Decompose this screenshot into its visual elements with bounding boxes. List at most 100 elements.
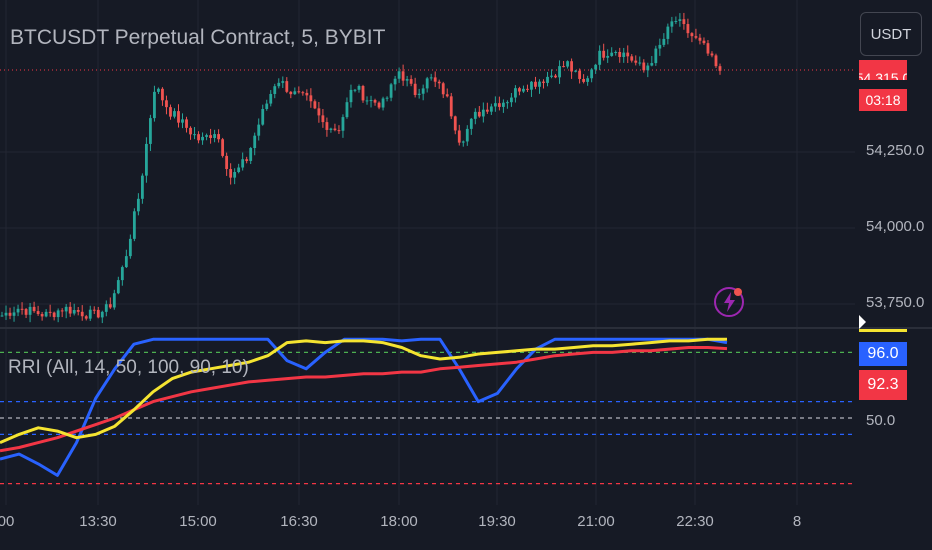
candle-body (469, 118, 473, 129)
x-tick: 18:00 (380, 513, 418, 530)
rri-indicator-label[interactable]: RRI (All, 14, 50, 100, 90, 10) (8, 357, 249, 378)
candle-body (221, 139, 225, 156)
currency-button[interactable]: USDT (860, 12, 922, 56)
candle-body (325, 122, 329, 130)
candle-body (393, 78, 397, 85)
candle-body (453, 116, 457, 131)
candle-body (674, 20, 678, 22)
candle-body (40, 314, 44, 317)
candle-body (506, 102, 509, 104)
candle-body (189, 127, 192, 135)
candle-body (145, 143, 148, 176)
candle-body (88, 309, 92, 319)
candle-body (161, 88, 164, 101)
candle-body (534, 81, 537, 87)
rri-blue-value-tag: 96.0 (859, 342, 907, 366)
chart-title: BTCUSDT Perpetual Contract, 5, BYBIT (10, 26, 386, 49)
candle-body (558, 66, 561, 78)
candle-body (554, 75, 557, 78)
candle-body (409, 79, 413, 84)
x-tick: 00 (0, 513, 15, 530)
candle-body (301, 92, 305, 94)
candle-body (289, 91, 293, 95)
candle-body (357, 85, 361, 90)
candle-body (233, 172, 237, 178)
grid-lines (0, 0, 932, 505)
candle-body (116, 280, 120, 294)
last-price-tag: 54,315.0 (859, 60, 907, 80)
candle-body (461, 141, 465, 143)
candle-body (68, 306, 72, 314)
candle-body (112, 293, 116, 308)
candle-body (108, 304, 112, 308)
candle-body (690, 33, 694, 37)
rri-line (0, 337, 727, 444)
x-tick: 22:30 (676, 513, 714, 530)
candle-body (457, 130, 461, 143)
candle-body (128, 238, 132, 257)
candle-body (570, 61, 573, 72)
candle-body (610, 52, 614, 56)
candle-body (658, 44, 662, 49)
x-tick: 15:00 (179, 513, 217, 530)
countdown-tag: 03:18 (859, 89, 907, 111)
candle-body (173, 111, 176, 117)
candle-body (317, 108, 321, 116)
candle-body (702, 40, 706, 44)
candle-body (526, 88, 529, 90)
candle-body (217, 134, 221, 140)
x-tick: 21:00 (577, 513, 615, 530)
candle-body (650, 63, 654, 66)
candle-body (229, 169, 233, 178)
lightning-alert-icon[interactable] (712, 283, 748, 319)
last-price-value: 54,315.0 (859, 70, 907, 80)
candle-body (493, 103, 497, 107)
candle-body (309, 95, 313, 102)
candle-body (682, 19, 686, 25)
candle-body (630, 56, 634, 61)
candle-body (52, 312, 56, 318)
candle-body (425, 78, 429, 89)
candle-body (185, 119, 188, 128)
candle-body (618, 51, 622, 57)
candle-body (670, 21, 674, 27)
candle-body (140, 175, 144, 199)
candle-body (698, 37, 702, 41)
candle-body (646, 65, 650, 71)
candle-body (48, 311, 52, 313)
candle-body (0, 315, 4, 317)
candle-body (373, 100, 377, 103)
candle-body (12, 312, 16, 316)
rri-red-value-tag: 92.3 (859, 370, 907, 400)
candle-body (530, 81, 533, 90)
candle-body (598, 50, 602, 65)
candle-body (606, 55, 610, 58)
candle-body (590, 69, 594, 79)
candle-body (92, 309, 96, 311)
candle-body (281, 81, 285, 83)
candle-body (477, 111, 481, 117)
candle-body (149, 118, 152, 144)
candle-body (485, 109, 489, 112)
candle-body (32, 306, 36, 312)
candle-body (104, 304, 108, 312)
candle-body (333, 128, 337, 131)
candle-body (245, 159, 249, 161)
candle-body (522, 88, 525, 92)
candle-body (574, 70, 577, 72)
candle-body (365, 100, 369, 102)
candle-body (136, 198, 140, 212)
rri-line (0, 337, 728, 477)
candle-body (602, 50, 606, 58)
candle-body (153, 91, 156, 119)
candle-body (538, 81, 541, 87)
candlestick-series (0, 12, 722, 324)
candle-body (329, 128, 333, 130)
candle-body (124, 256, 128, 268)
candle-body (16, 308, 20, 313)
candle-body (389, 84, 393, 98)
candle-body (718, 66, 722, 71)
candle-body (213, 134, 216, 138)
candle-body (706, 43, 710, 54)
